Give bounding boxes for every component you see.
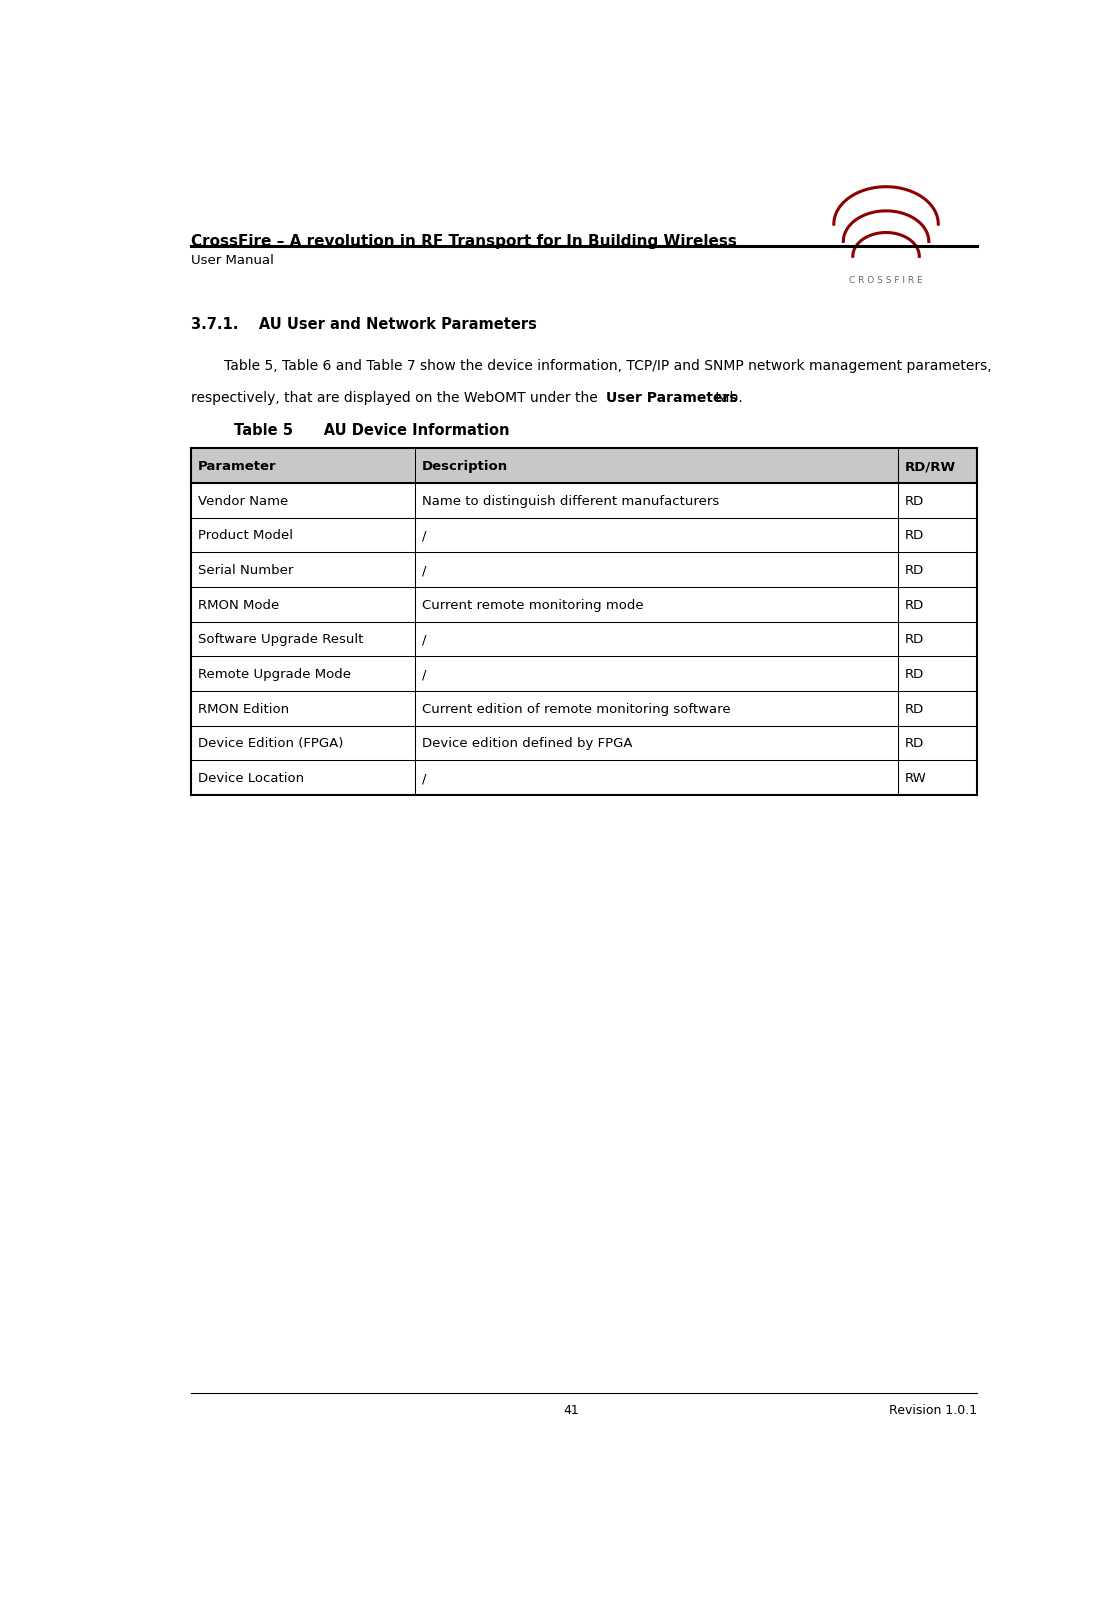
Bar (192, 760, 977, 795)
Text: RW: RW (905, 771, 927, 784)
Text: respectively, that are displayed on the WebOMT under the: respectively, that are displayed on the … (192, 391, 603, 405)
Text: RD: RD (905, 495, 925, 508)
Text: RD: RD (905, 564, 925, 577)
Bar (192, 519, 977, 553)
Text: CrossFire – A revolution in RF Transport for In Building Wireless: CrossFire – A revolution in RF Transport… (192, 233, 737, 249)
Bar (192, 588, 977, 622)
Text: User Manual: User Manual (192, 254, 274, 267)
Text: Description: Description (422, 460, 508, 472)
Text: RMON Mode: RMON Mode (198, 598, 280, 611)
Text: RD: RD (905, 702, 925, 715)
Text: Device Edition (FPGA): Device Edition (FPGA) (198, 738, 343, 750)
Text: RD: RD (905, 598, 925, 611)
Text: Table 5, Table 6 and Table 7 show the device information, TCP/IP and SNMP networ: Table 5, Table 6 and Table 7 show the de… (224, 358, 991, 373)
Text: RD: RD (905, 667, 925, 681)
Text: /: / (422, 633, 427, 646)
Text: RD/RW: RD/RW (905, 460, 956, 472)
Text: Serial Number: Serial Number (198, 564, 293, 577)
Text: Revision 1.0.1: Revision 1.0.1 (889, 1403, 977, 1416)
Bar (192, 553, 977, 588)
Text: Device edition defined by FPGA: Device edition defined by FPGA (422, 738, 633, 750)
Bar (192, 622, 977, 657)
Text: Software Upgrade Result: Software Upgrade Result (198, 633, 363, 646)
Text: Remote Upgrade Mode: Remote Upgrade Mode (198, 667, 351, 681)
Bar (192, 448, 977, 484)
Bar (192, 691, 977, 726)
Text: Name to distinguish different manufacturers: Name to distinguish different manufactur… (422, 495, 720, 508)
Text: RMON Edition: RMON Edition (198, 702, 289, 715)
Text: RD: RD (905, 529, 925, 542)
Text: User Parameters: User Parameters (606, 391, 737, 405)
Text: Vendor Name: Vendor Name (198, 495, 289, 508)
Text: /: / (422, 667, 427, 681)
Bar (192, 726, 977, 760)
Text: 3.7.1.    AU User and Network Parameters: 3.7.1. AU User and Network Parameters (192, 317, 537, 331)
Text: Parameter: Parameter (198, 460, 276, 472)
Text: Table 5      AU Device Information: Table 5 AU Device Information (234, 423, 510, 439)
Bar (192, 657, 977, 691)
Text: RD: RD (905, 633, 925, 646)
Text: Device Location: Device Location (198, 771, 304, 784)
Text: RD: RD (905, 738, 925, 750)
Text: /: / (422, 564, 427, 577)
Text: /: / (422, 771, 427, 784)
Text: C R O S S F I R E: C R O S S F I R E (849, 276, 922, 284)
Text: Current edition of remote monitoring software: Current edition of remote monitoring sof… (422, 702, 731, 715)
Text: Current remote monitoring mode: Current remote monitoring mode (422, 598, 644, 611)
Text: /: / (422, 529, 427, 542)
Text: 41: 41 (563, 1403, 579, 1416)
Text: Product Model: Product Model (198, 529, 293, 542)
Bar (192, 484, 977, 519)
Text: tab.: tab. (711, 391, 743, 405)
